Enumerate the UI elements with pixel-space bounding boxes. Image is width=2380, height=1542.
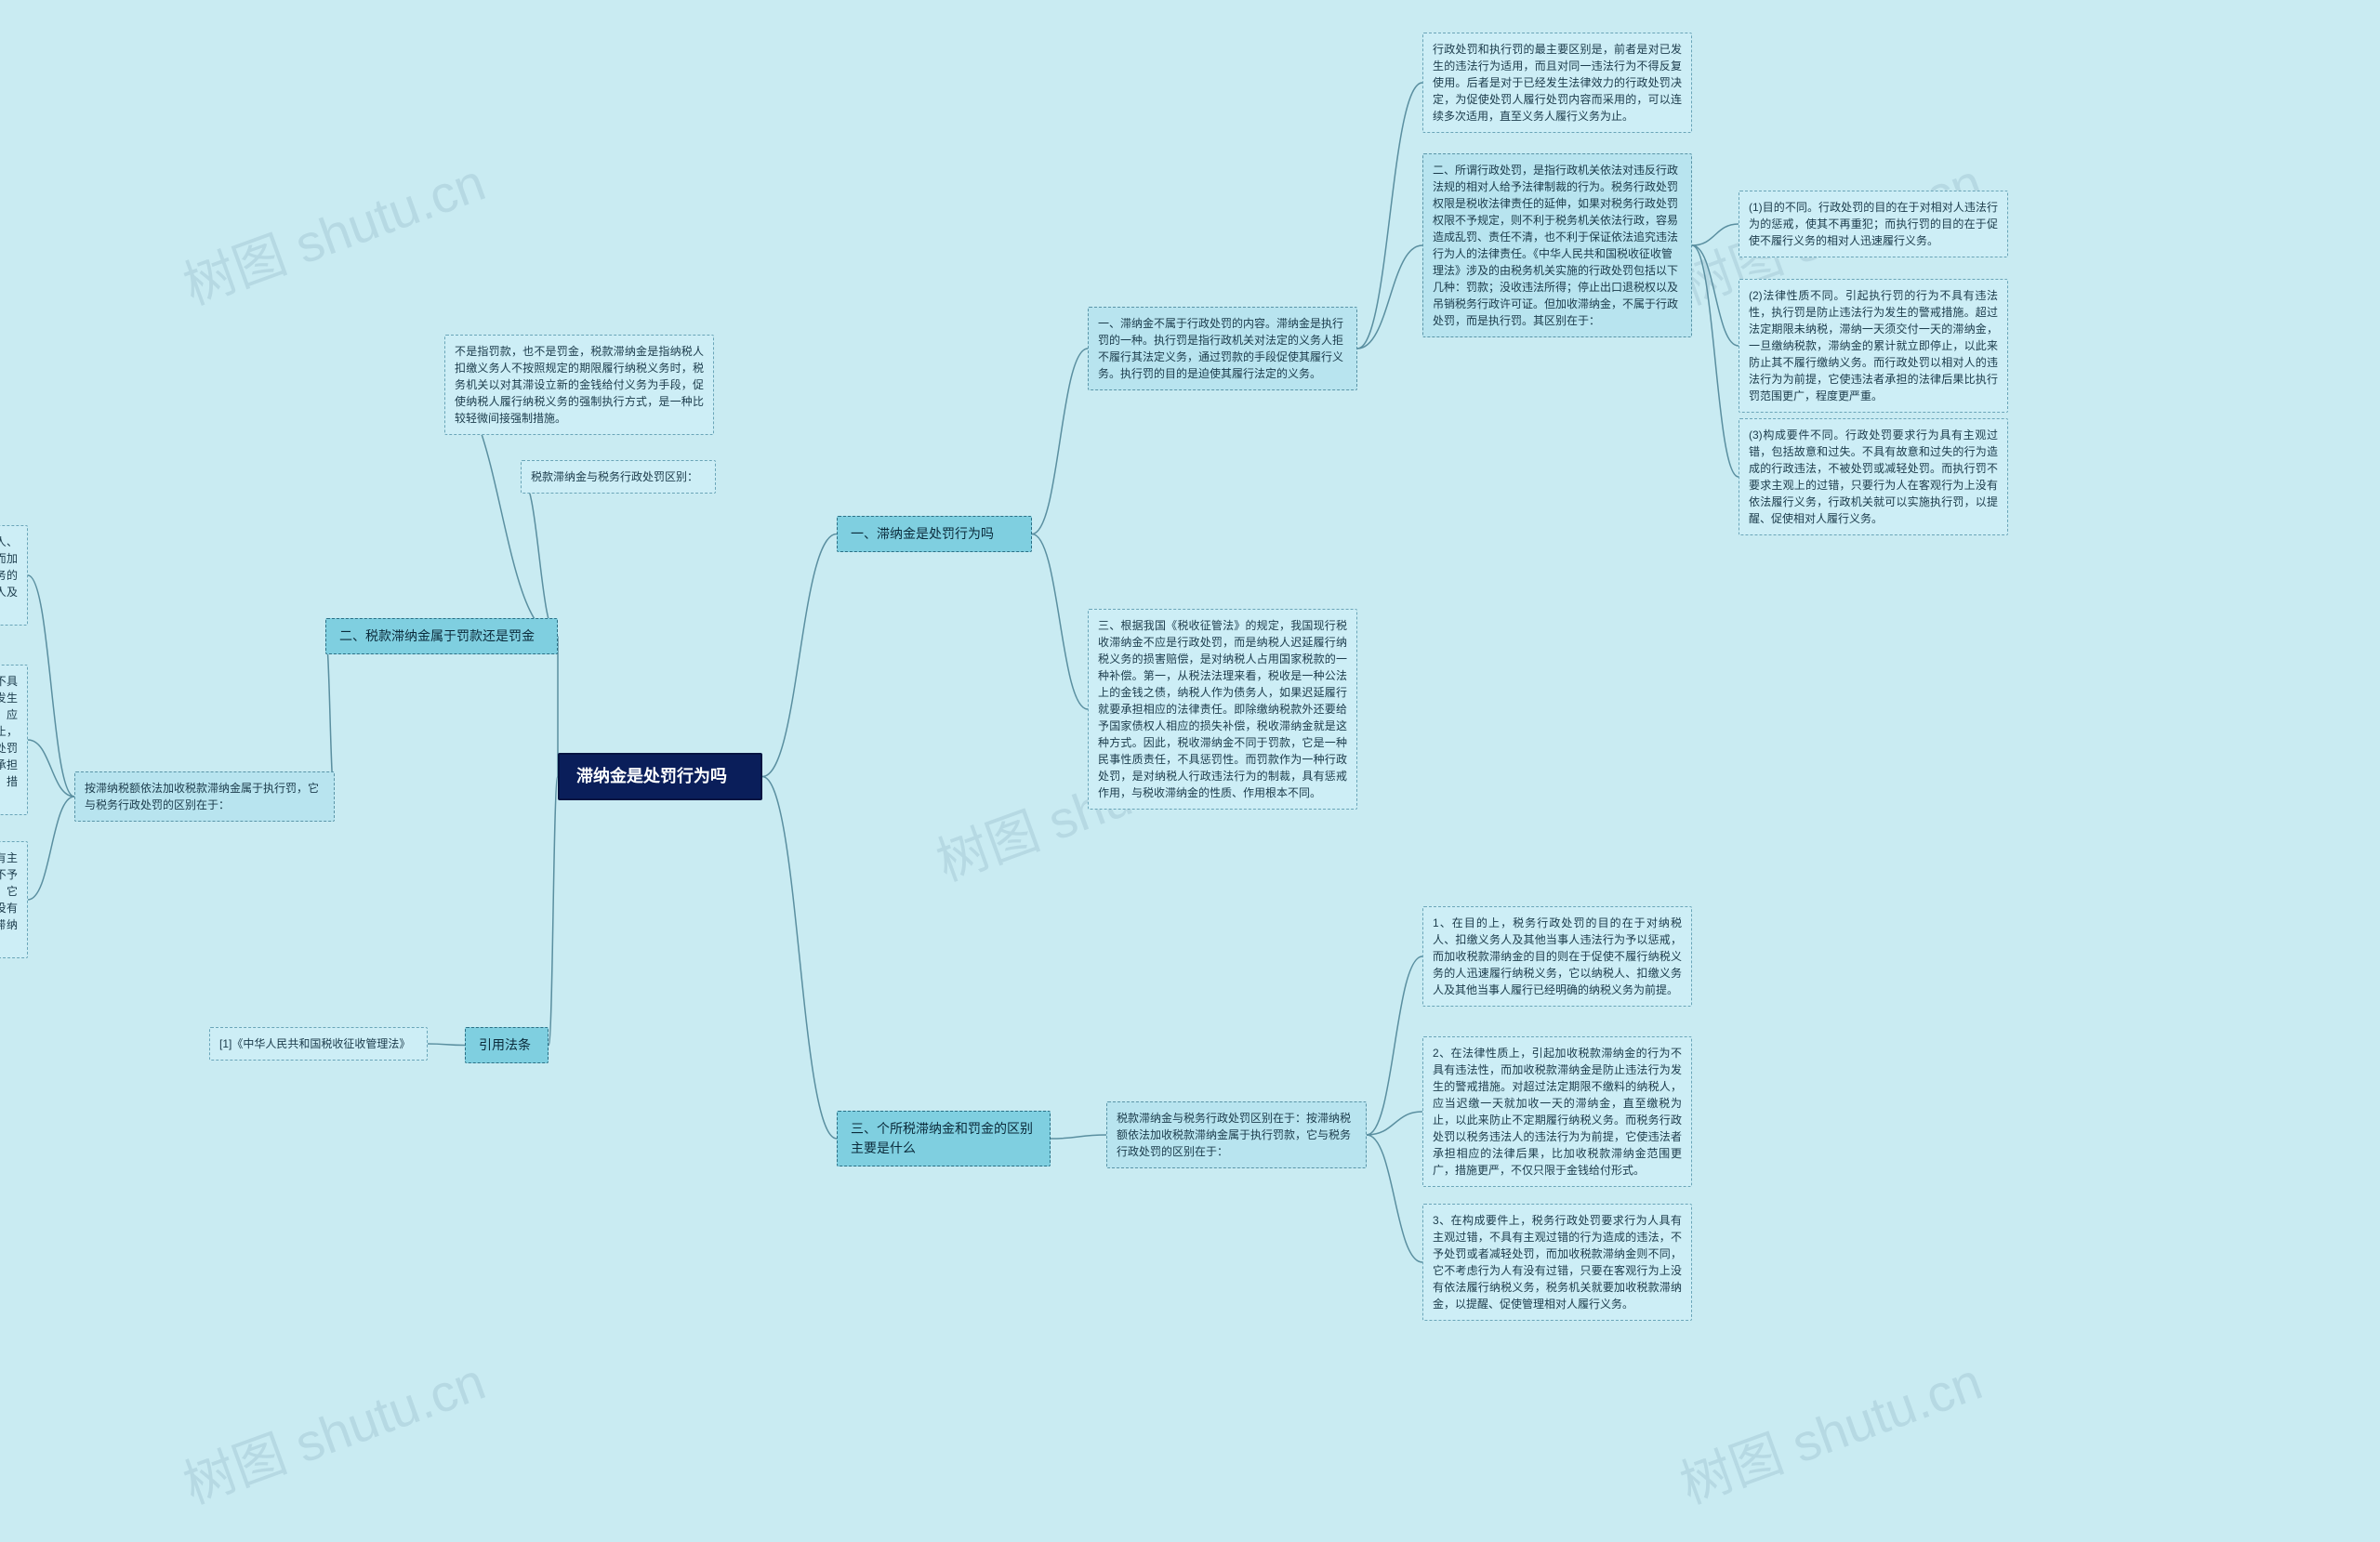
mindmap-node[interactable]: ③在构成要件上，税务行政处罚要求行为人具有主观过错，不具有主观过错的行为造成的违… [0, 841, 28, 958]
watermark: 树图 shutu.cn [173, 144, 496, 325]
watermark: 树图 shutu.cn [1670, 1343, 1993, 1524]
mindmap-canvas: 树图 shutu.cn树图 shutu.cn树图 shutu.cn树图 shut… [0, 0, 2380, 1542]
mindmap-node[interactable]: (2)法律性质不同。引起执行罚的行为不具有违法性，执行罚是防止违法行为发生的警戒… [1739, 279, 2008, 413]
mindmap-node[interactable]: 1、在目的上，税务行政处罚的目的在于对纳税人、扣缴义务人及其他当事人违法行为予以… [1422, 906, 1692, 1007]
mindmap-node[interactable]: (3)构成要件不同。行政处罚要求行为具有主观过错，包括故意和过失。不具有故意和过… [1739, 418, 2008, 535]
mindmap-node[interactable]: ②在法律性质上，引起加收税款滞纳金的行为不具有违法性，而加收税款滞纳金是防止违法… [0, 665, 28, 815]
mindmap-node[interactable]: 一、滞纳金不属于行政处罚的内容。滞纳金是执行罚的一种。执行罚是指行政机关对法定的… [1088, 307, 1357, 390]
mindmap-node[interactable]: 引用法条 [465, 1027, 549, 1063]
mindmap-node[interactable]: 三、个所税滞纳金和罚金的区别主要是什么 [837, 1111, 1051, 1166]
mindmap-node[interactable]: [1]《中华人民共和国税收征收管理法》 [209, 1027, 428, 1061]
mindmap-node[interactable]: 滞纳金是处罚行为吗 [558, 753, 762, 800]
mindmap-node[interactable]: 不是指罚款，也不是罚金，税款滞纳金是指纳税人扣缴义务人不按照规定的期限履行纳税义… [444, 335, 714, 435]
mindmap-node[interactable]: 三、根据我国《税收征管法》的规定，我国现行税收滞纳金不应是行政处罚，而是纳税人迟… [1088, 609, 1357, 810]
mindmap-node[interactable]: 2、在法律性质上，引起加收税款滞纳金的行为不具有违法性，而加收税款滞纳金是防止违… [1422, 1036, 1692, 1187]
mindmap-node[interactable]: 税款滞纳金与税务行政处罚区别在于：按滞纳税额依法加收税款滞纳金属于执行罚款，它与… [1106, 1101, 1367, 1168]
mindmap-node[interactable]: 按滞纳税额依法加收税款滞纳金属于执行罚，它与税务行政处罚的区别在于： [74, 771, 335, 822]
mindmap-node[interactable]: 税款滞纳金与税务行政处罚区别： [521, 460, 716, 494]
watermark: 树图 shutu.cn [173, 1343, 496, 1524]
mindmap-node[interactable]: 一、滞纳金是处罚行为吗 [837, 516, 1032, 552]
mindmap-node[interactable]: (1)目的不同。行政处罚的目的在于对相对人违法行为的惩戒，使其不再重犯；而执行罚… [1739, 191, 2008, 257]
mindmap-node[interactable]: 3、在构成要件上，税务行政处罚要求行为人具有主观过错，不具有主观过错的行为造成的… [1422, 1204, 1692, 1321]
mindmap-node[interactable]: 行政处罚和执行罚的最主要区别是，前者是对已发生的违法行为适用，而且对同一违法行为… [1422, 33, 1692, 133]
mindmap-node[interactable]: ①在目的上，税务行政处罚的目的在于对纳税人、扣缴义务人及其他当事人违法行为予以惩… [0, 525, 28, 626]
mindmap-node[interactable]: 二、所谓行政处罚，是指行政机关依法对违反行政法规的相对人给予法律制裁的行为。税务… [1422, 153, 1692, 337]
mindmap-node[interactable]: 二、税款滞纳金属于罚款还是罚金 [325, 618, 558, 654]
